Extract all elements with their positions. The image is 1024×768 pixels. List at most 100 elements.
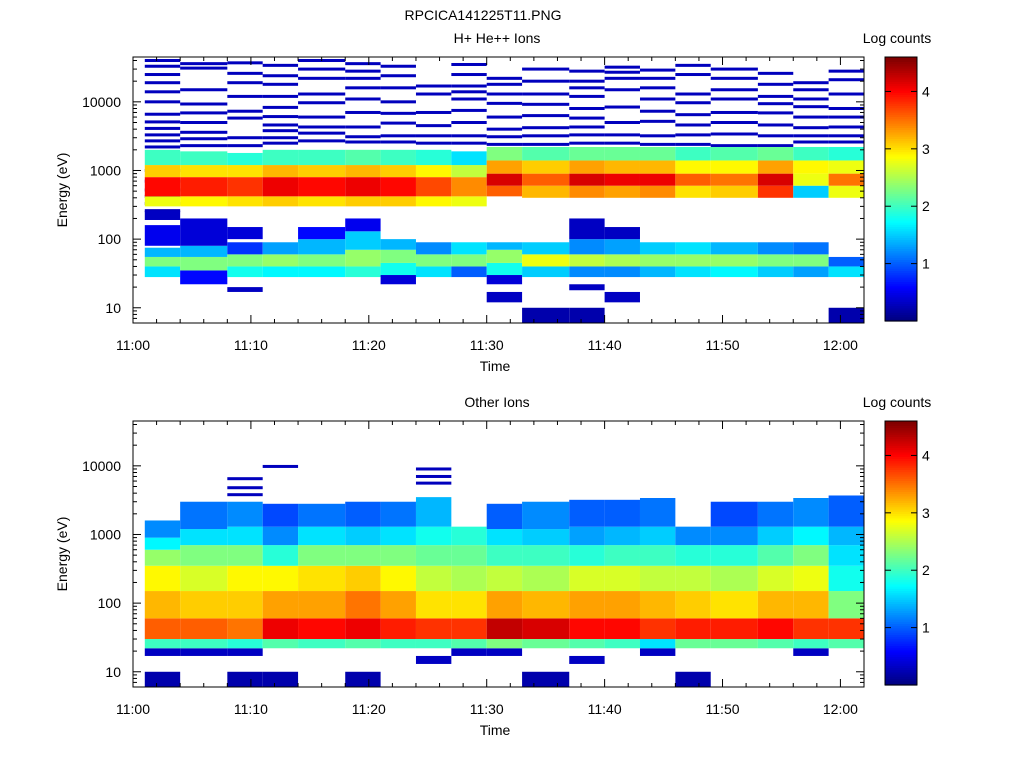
- heatmap-cell: [144, 639, 181, 649]
- heatmap-cell: [451, 242, 487, 255]
- heatmap-cell: [522, 254, 570, 267]
- colorbar-segment: [885, 588, 917, 591]
- heatmap-cell: [380, 177, 416, 197]
- heatmap-cell: [180, 177, 228, 197]
- scatter-bin: [180, 88, 228, 92]
- heatmap-cell: [415, 545, 452, 566]
- colorbar-frame: [884, 56, 918, 322]
- heatmap-cell: [227, 242, 263, 255]
- scatter-bin: [757, 82, 794, 86]
- x-tick-label: 12:00: [823, 337, 858, 353]
- colorbar-segment: [885, 465, 917, 468]
- heatmap-cell: [793, 545, 829, 566]
- heatmap-cell: [675, 242, 711, 255]
- colorbar-segment: [885, 233, 917, 236]
- colorbar-segment: [885, 68, 917, 71]
- scatter-bin: [380, 140, 416, 144]
- heatmap-cell: [227, 152, 263, 166]
- heatmap-cell: [757, 591, 794, 619]
- heatmap-cell: [793, 242, 829, 255]
- scatter-bin: [262, 464, 299, 468]
- x-tick-label: 11:40: [588, 337, 622, 353]
- colorbar-segment: [885, 680, 917, 684]
- x-tick-label: 11:30: [470, 701, 504, 717]
- heatmap-cell: [380, 639, 416, 649]
- scatter-bin: [262, 63, 299, 67]
- colorbar-segment: [885, 456, 917, 459]
- heatmap-cell: [569, 239, 605, 255]
- scatter-bin: [227, 493, 263, 497]
- scatter-bin: [828, 140, 864, 144]
- heatmap-cell: [710, 501, 758, 527]
- heatmap-cell: [345, 266, 381, 278]
- colorbar-segment: [885, 467, 917, 470]
- colorbar-segment: [885, 634, 917, 638]
- heatmap-cell: [710, 618, 758, 640]
- heatmap-cell: [180, 648, 228, 656]
- heatmap-cell: [710, 242, 758, 255]
- heatmap-cell: [639, 591, 676, 619]
- colorbar-segment: [885, 581, 917, 585]
- heatmap-cell: [298, 239, 346, 255]
- colorbar-segment: [885, 438, 917, 442]
- colorbar-segment: [885, 625, 917, 629]
- colorbar-segment: [885, 678, 917, 682]
- colorbar-segment: [885, 583, 917, 587]
- scatter-bin: [828, 69, 864, 73]
- scatter-bin: [828, 125, 864, 129]
- colorbar-segment: [885, 57, 917, 60]
- scatter-bin: [639, 134, 676, 138]
- scatter-bin: [793, 81, 829, 85]
- scatter-bin: [227, 144, 263, 148]
- scatter-bin: [180, 121, 228, 125]
- colorbar-segment: [885, 149, 917, 153]
- colorbar-segment: [885, 263, 917, 267]
- scatter-bin: [569, 94, 605, 98]
- colorbar-segment: [885, 288, 917, 291]
- scatter-bin: [144, 81, 181, 85]
- heatmap-cell: [828, 160, 864, 174]
- heatmap-cell: [522, 185, 570, 198]
- colorbar-segment: [885, 491, 917, 495]
- colorbar-segment: [885, 605, 917, 609]
- heatmap-cell: [415, 177, 452, 197]
- colorbar-segment: [885, 180, 917, 183]
- colorbar-segment: [885, 250, 917, 254]
- scatter-bin: [757, 111, 794, 115]
- heatmap-cell: [227, 254, 263, 267]
- x-tick-label: 11:10: [234, 337, 268, 353]
- heatmap-cell: [415, 196, 452, 207]
- scatter-bin: [710, 67, 758, 71]
- heatmap-cell: [757, 501, 794, 527]
- heatmap-cell: [144, 537, 181, 550]
- scatter-bin: [451, 90, 487, 94]
- colorbar-segment: [885, 454, 917, 457]
- scatter-bin: [710, 121, 758, 125]
- heatmap-cell: [675, 173, 711, 186]
- heatmap-cell: [415, 526, 452, 546]
- heatmap-cell: [710, 185, 758, 198]
- heatmap-cell: [415, 618, 452, 640]
- heatmap-cell: [793, 266, 829, 278]
- panel-other-ions: Other Ions 11:00 11:10 11:20 11:30 11:40 11:5…: [54, 394, 931, 738]
- colorbar-segment: [885, 252, 917, 256]
- heatmap-cell: [639, 498, 676, 527]
- y-tick-label: 10000: [82, 458, 121, 474]
- scatter-bin: [298, 67, 346, 71]
- heatmap-cell: [415, 242, 452, 255]
- heatmap-cell: [710, 526, 758, 546]
- colorbar-segment: [885, 228, 917, 232]
- colorbar-segment: [885, 285, 917, 289]
- colorbar-segment: [885, 195, 917, 199]
- scatter-bin: [604, 141, 640, 145]
- heatmap-cell: [227, 671, 263, 687]
- heatmap-cell: [298, 254, 346, 267]
- heatmap-cell: [569, 160, 605, 174]
- heatmap-cell: [828, 565, 864, 592]
- heatmap-cell: [569, 185, 605, 198]
- heatmap-cell: [793, 639, 829, 649]
- colorbar-segment: [885, 627, 917, 631]
- heatmap-cell: [710, 254, 758, 267]
- colorbar-segment: [885, 193, 917, 197]
